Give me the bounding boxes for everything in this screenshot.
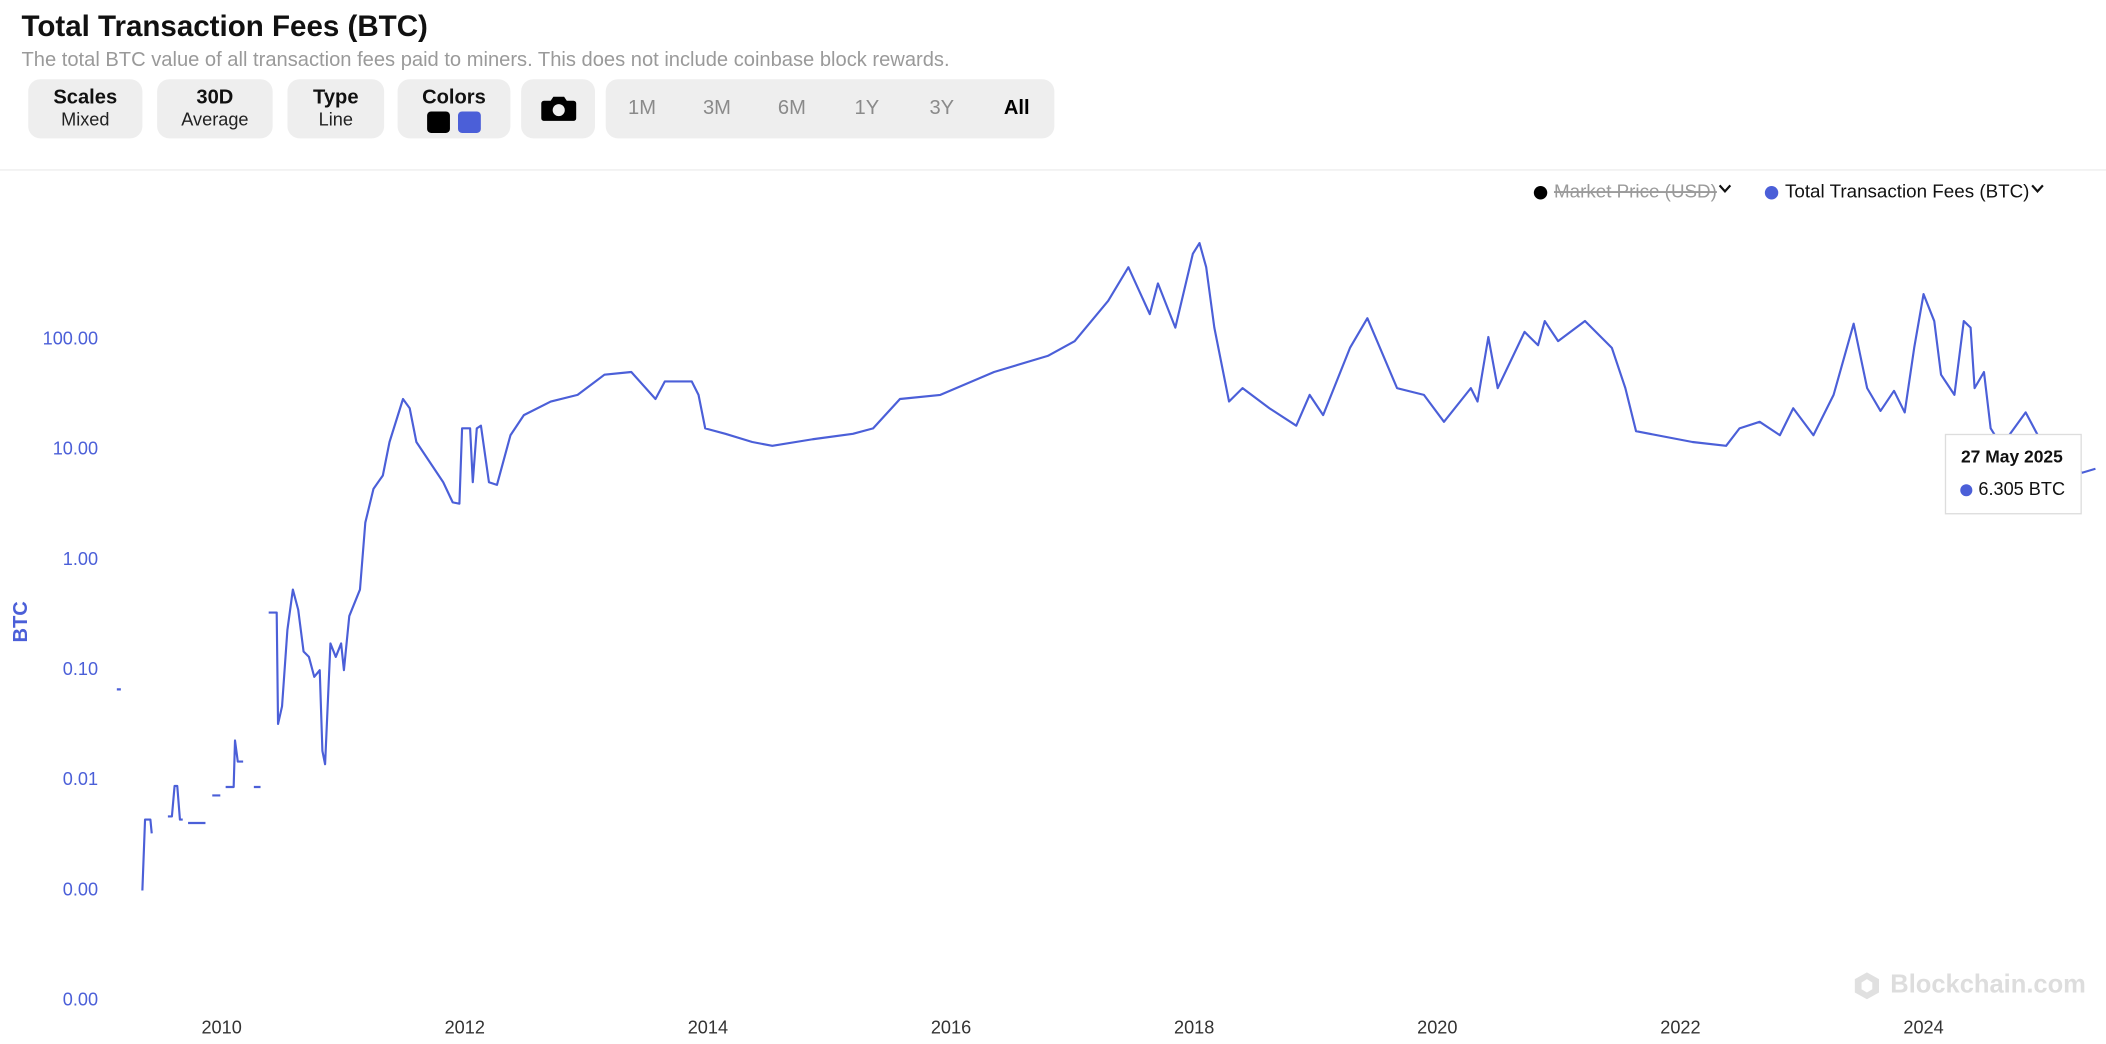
x-tick-label: 2020 <box>1417 1018 1457 1038</box>
page-title: Total Transaction Fees (BTC) <box>21 10 427 43</box>
color-swatch[interactable] <box>427 111 450 133</box>
page-subtitle: The total BTC value of all transaction f… <box>21 49 949 71</box>
legend-chevron <box>2031 184 2044 194</box>
range-button[interactable]: 1Y <box>855 97 880 119</box>
legend-chevron <box>1718 184 1732 194</box>
tooltip-box <box>1944 433 2082 515</box>
legend-dot <box>1764 186 1779 200</box>
x-tick-label: 2022 <box>1660 1018 1700 1038</box>
y-axis-label: BTC <box>10 601 32 642</box>
colors-button[interactable]: Colors <box>397 79 511 139</box>
watermark-icon <box>1854 972 1880 1000</box>
y-tick-label: 0.10 <box>63 659 98 679</box>
color-swatch[interactable] <box>458 111 481 133</box>
y-tick-label: 0.00 <box>63 989 98 1009</box>
y-tick-label: 1.00 <box>63 549 98 569</box>
tooltip: 27 May 2025 6.305 BTC <box>1944 433 2082 515</box>
snapshot-button[interactable] <box>521 79 595 139</box>
range-group <box>605 79 1055 139</box>
range-button[interactable]: All <box>1004 97 1030 119</box>
x-tick-label: 2014 <box>688 1018 728 1038</box>
button-value: Mixed <box>61 110 109 130</box>
legend-dot <box>1533 186 1548 200</box>
tooltip-dot <box>1960 484 1973 497</box>
series-line <box>116 242 2096 891</box>
legend-label: Total Transaction Fees (BTC) <box>1785 181 2029 202</box>
y-tick-label: 10.00 <box>53 439 98 459</box>
tooltip-text: 6.305 BTC <box>1978 479 2065 499</box>
button-label: 30D <box>196 86 233 108</box>
range-button[interactable]: 1M <box>628 97 656 119</box>
x-tick-label: 2012 <box>445 1018 485 1038</box>
tooltip-title: 27 May 2025 <box>1961 447 2063 467</box>
button-bg <box>287 79 385 139</box>
plot: 0.00 0.00 0.01 0.10 1.00 10.00 100.00 2010 2012 2… <box>43 242 2096 1038</box>
range-button[interactable]: 6M <box>778 97 806 119</box>
camera-lens <box>552 104 565 117</box>
x-tick-label: 2010 <box>201 1018 241 1038</box>
legend-item[interactable]: Market Price (USD) <box>1533 181 1732 202</box>
button-bg <box>397 79 511 139</box>
button-value: Average <box>181 110 248 130</box>
legend-label: Market Price (USD) <box>1554 181 1717 202</box>
y-tick-label: 0.01 <box>63 769 98 789</box>
x-tick-label: 2016 <box>931 1018 971 1038</box>
legend-item[interactable]: Total Transaction Fees (BTC) <box>1764 181 2044 202</box>
watermark: Blockchain.com <box>1890 971 2086 999</box>
range-button[interactable]: 3Y <box>929 97 954 119</box>
button-label: Colors <box>422 86 486 108</box>
button-label: Scales <box>53 86 117 108</box>
y-tick-label: 0.00 <box>63 879 98 899</box>
button-label: Type <box>313 86 358 108</box>
button-value: Line <box>319 110 353 130</box>
y-tick-label: 100.00 <box>43 329 98 349</box>
button-bg <box>157 79 273 139</box>
x-tick-label: 2018 <box>1174 1018 1214 1038</box>
button-bg <box>28 79 143 139</box>
range-button[interactable]: 3M <box>703 97 731 119</box>
x-tick-label: 2024 <box>1903 1018 1943 1038</box>
